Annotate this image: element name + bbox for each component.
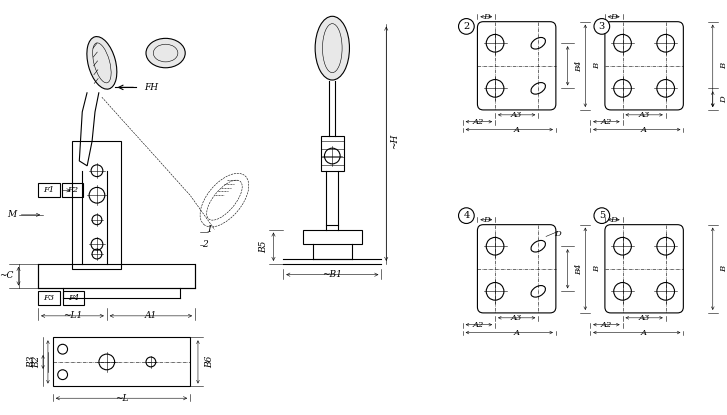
Text: A1: A1 [145,311,157,320]
Text: 5: 5 [599,211,605,220]
Bar [303,229,362,244]
Ellipse shape [87,37,117,89]
Text: 3: 3 [599,22,605,31]
Text: M: M [7,210,17,220]
Text: D: D [483,216,489,224]
Text: ~C: ~C [0,271,14,280]
Text: A2: A2 [473,118,484,126]
Text: 1: 1 [207,225,212,234]
Circle shape [459,208,474,224]
Text: B: B [593,63,601,69]
Text: A2: A2 [473,321,484,329]
Text: FH: FH [144,83,158,92]
Text: D: D [555,230,561,239]
Bar [63,291,84,305]
Ellipse shape [146,38,185,68]
Text: A: A [641,329,647,337]
Text: A2: A2 [601,118,611,126]
Bar [38,264,195,288]
Text: B3: B3 [27,356,36,368]
Text: 2: 2 [463,22,470,31]
Text: A: A [514,329,520,337]
Text: D: D [483,13,489,21]
Bar [38,291,60,305]
Text: ~L1: ~L1 [63,311,82,320]
Circle shape [594,208,610,224]
Text: F3: F3 [44,294,55,302]
Text: A3: A3 [511,111,522,119]
Text: B: B [720,266,727,272]
Circle shape [459,19,474,34]
Circle shape [594,19,610,34]
Text: B4: B4 [576,263,584,275]
Bar [73,142,121,269]
Bar [38,183,60,197]
Text: ~B1: ~B1 [322,270,342,279]
Bar [62,183,83,197]
Text: ~L: ~L [115,394,128,403]
Ellipse shape [315,16,350,80]
Text: D: D [611,13,617,21]
Bar [321,137,344,171]
Text: A2: A2 [601,321,611,329]
Text: A: A [514,126,520,134]
Text: B: B [720,63,727,69]
Text: B: B [593,266,601,272]
Text: F2: F2 [67,186,78,194]
Text: A: A [641,126,647,134]
Text: 4: 4 [463,211,470,220]
Text: F1: F1 [44,186,55,194]
Text: D: D [720,96,727,103]
Text: B5: B5 [259,241,268,254]
Text: A3: A3 [638,314,650,322]
Text: D: D [611,216,617,224]
Text: 2: 2 [202,240,208,249]
Text: A3: A3 [638,111,650,119]
Bar [53,337,190,386]
Text: ~H: ~H [390,134,398,149]
Text: B4: B4 [576,60,584,71]
Text: B6: B6 [205,356,214,368]
Text: A3: A3 [511,314,522,322]
Text: B2: B2 [32,356,41,368]
Text: F4: F4 [68,294,79,302]
